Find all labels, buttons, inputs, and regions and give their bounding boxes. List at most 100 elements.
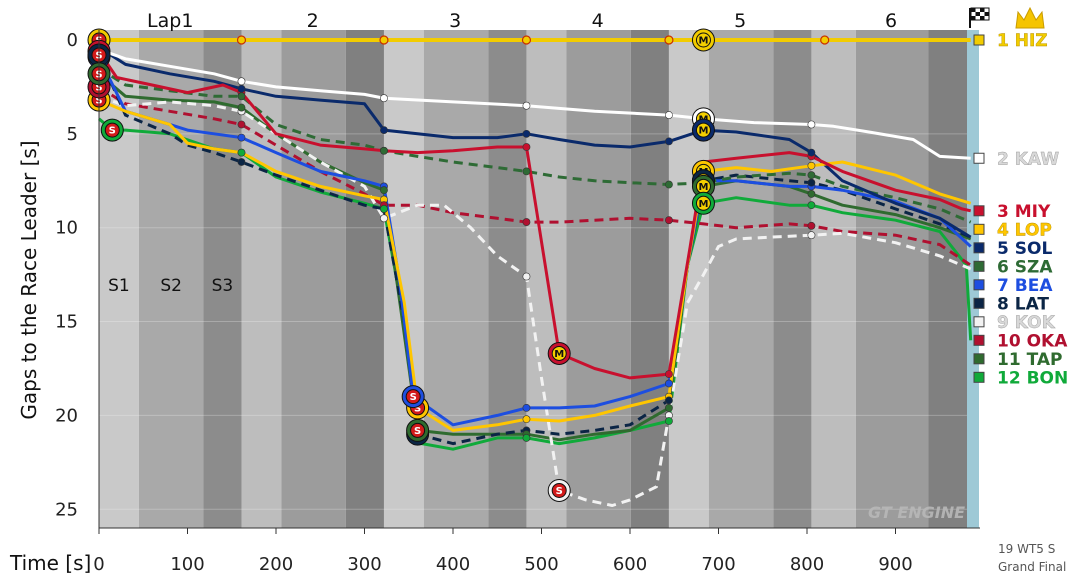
- legend-label-sza: 6 SZA: [997, 257, 1053, 277]
- series-line-lat: [97, 54, 972, 446]
- tyre-compound-icon: [695, 32, 711, 48]
- x-tick-label: 800: [790, 554, 824, 575]
- x-tick-label: 300: [347, 554, 381, 575]
- lap-dot: [807, 221, 816, 230]
- lap-dot: [379, 35, 389, 45]
- legend-label-kok: 9 KOK: [997, 313, 1056, 333]
- sector-band: [203, 30, 242, 528]
- lap-dot: [665, 180, 673, 189]
- lap-dot: [522, 272, 531, 281]
- legend-swatch: [973, 152, 985, 164]
- sector-band: [281, 30, 346, 528]
- lap-dot: [807, 178, 816, 187]
- y-tick-label: 5: [67, 124, 78, 145]
- checkered-flag-icon: [969, 7, 990, 28]
- x-tick-label: 200: [259, 554, 293, 575]
- sector-band: [708, 30, 774, 528]
- legend-label-miy: 3 MIY: [997, 202, 1051, 222]
- x-tick-label: 0: [93, 554, 104, 575]
- lap-dot: [236, 35, 247, 45]
- tyre-compound-icon: [405, 389, 421, 405]
- lap-dot: [521, 35, 532, 45]
- lap-label: 5: [734, 10, 746, 32]
- lap-dot: [522, 434, 531, 442]
- legend-swatch: [973, 353, 985, 365]
- y-tick-label: 25: [55, 499, 78, 520]
- lap-dot: [237, 103, 246, 112]
- tyre-compound-letter: M: [698, 199, 708, 210]
- lap-dot: [522, 143, 531, 151]
- y-axis-label: Gaps to the Race Leader [s]: [17, 140, 41, 419]
- series-line-lop: [98, 98, 972, 432]
- legend-label-sol: 5 SOL: [997, 239, 1052, 259]
- lap-dot: [237, 158, 246, 166]
- tyre-compound-letter: S: [556, 486, 563, 497]
- legend-label-lat: 8 LAT: [997, 294, 1049, 314]
- sector-band: [630, 30, 669, 528]
- sector-band: [241, 30, 282, 528]
- lap-dot: [807, 171, 816, 180]
- legend-label-oka: 10 OKA: [997, 331, 1068, 351]
- lap-dot: [665, 111, 673, 119]
- lap-dot: [807, 231, 816, 240]
- legend-label-kaw: 2 KAW: [997, 149, 1059, 169]
- legend-swatch: [973, 316, 985, 328]
- legend-label-bon: 12 BON: [997, 368, 1068, 388]
- lap-dot: [665, 396, 673, 405]
- event-line1: 19 WT5 S: [998, 542, 1055, 556]
- x-tick-label: 400: [436, 554, 470, 575]
- lap-dot: [807, 201, 816, 210]
- lap-dot: [665, 370, 673, 379]
- legend-swatch: [973, 334, 985, 346]
- lap-dot: [380, 94, 388, 103]
- tyre-compound-icon: [410, 422, 426, 438]
- lap-dot: [237, 77, 246, 86]
- legend-swatch: [973, 242, 985, 254]
- legend-label-hiz: 1 HIZ: [997, 31, 1048, 51]
- brand-watermark: GT ENGINE: [868, 503, 965, 522]
- lap-dots: [236, 35, 830, 442]
- lap-dot: [807, 120, 816, 129]
- sector-band: [345, 30, 384, 528]
- tyre-compound-letter: M: [698, 182, 708, 193]
- sector-band: [811, 30, 856, 528]
- lap-dot: [237, 148, 246, 157]
- legend-label-tap: 11 TAP: [997, 350, 1062, 370]
- lap-dot: [522, 167, 531, 176]
- sector-bands: [99, 30, 971, 528]
- lap-label: 3: [449, 10, 461, 32]
- tyre-compound-letter: M: [554, 349, 564, 360]
- lap-dot: [522, 403, 531, 412]
- y-tick-label: 10: [55, 218, 78, 239]
- sector-label: S1: [108, 276, 130, 296]
- lap-dot: [807, 190, 816, 198]
- lap-label: Lap1: [147, 10, 193, 32]
- legend-swatch: [973, 223, 985, 235]
- sector-band: [855, 30, 929, 528]
- lap-dot: [820, 35, 830, 45]
- sector-band: [566, 30, 631, 528]
- legend-swatch: [973, 297, 985, 309]
- lap-dot: [665, 379, 673, 388]
- lap-dot: [522, 415, 531, 424]
- lap-dot: [807, 161, 816, 170]
- sector-band: [383, 30, 424, 528]
- lap-dot: [237, 92, 246, 101]
- legend-swatch: [973, 205, 985, 217]
- sector-band: [488, 30, 527, 528]
- sector-band: [773, 30, 812, 528]
- y-tick-label: 15: [55, 312, 78, 333]
- x-tick-label: 700: [701, 554, 735, 575]
- tyre-compound-letter: S: [414, 403, 421, 414]
- lap-labels: Lap1 2 3 4 5 6 S1 S2 S3: [108, 10, 897, 296]
- lap-dot: [237, 84, 246, 93]
- sector-label: S2: [160, 276, 182, 296]
- legend-swatch: [973, 279, 985, 291]
- x-tick-label: 500: [524, 554, 558, 575]
- sector-band: [928, 30, 971, 528]
- tyre-compound-letter: S: [410, 392, 417, 403]
- tyre-compound-icon: [695, 122, 711, 138]
- lap-dot: [665, 417, 673, 425]
- lap-dot: [522, 129, 531, 138]
